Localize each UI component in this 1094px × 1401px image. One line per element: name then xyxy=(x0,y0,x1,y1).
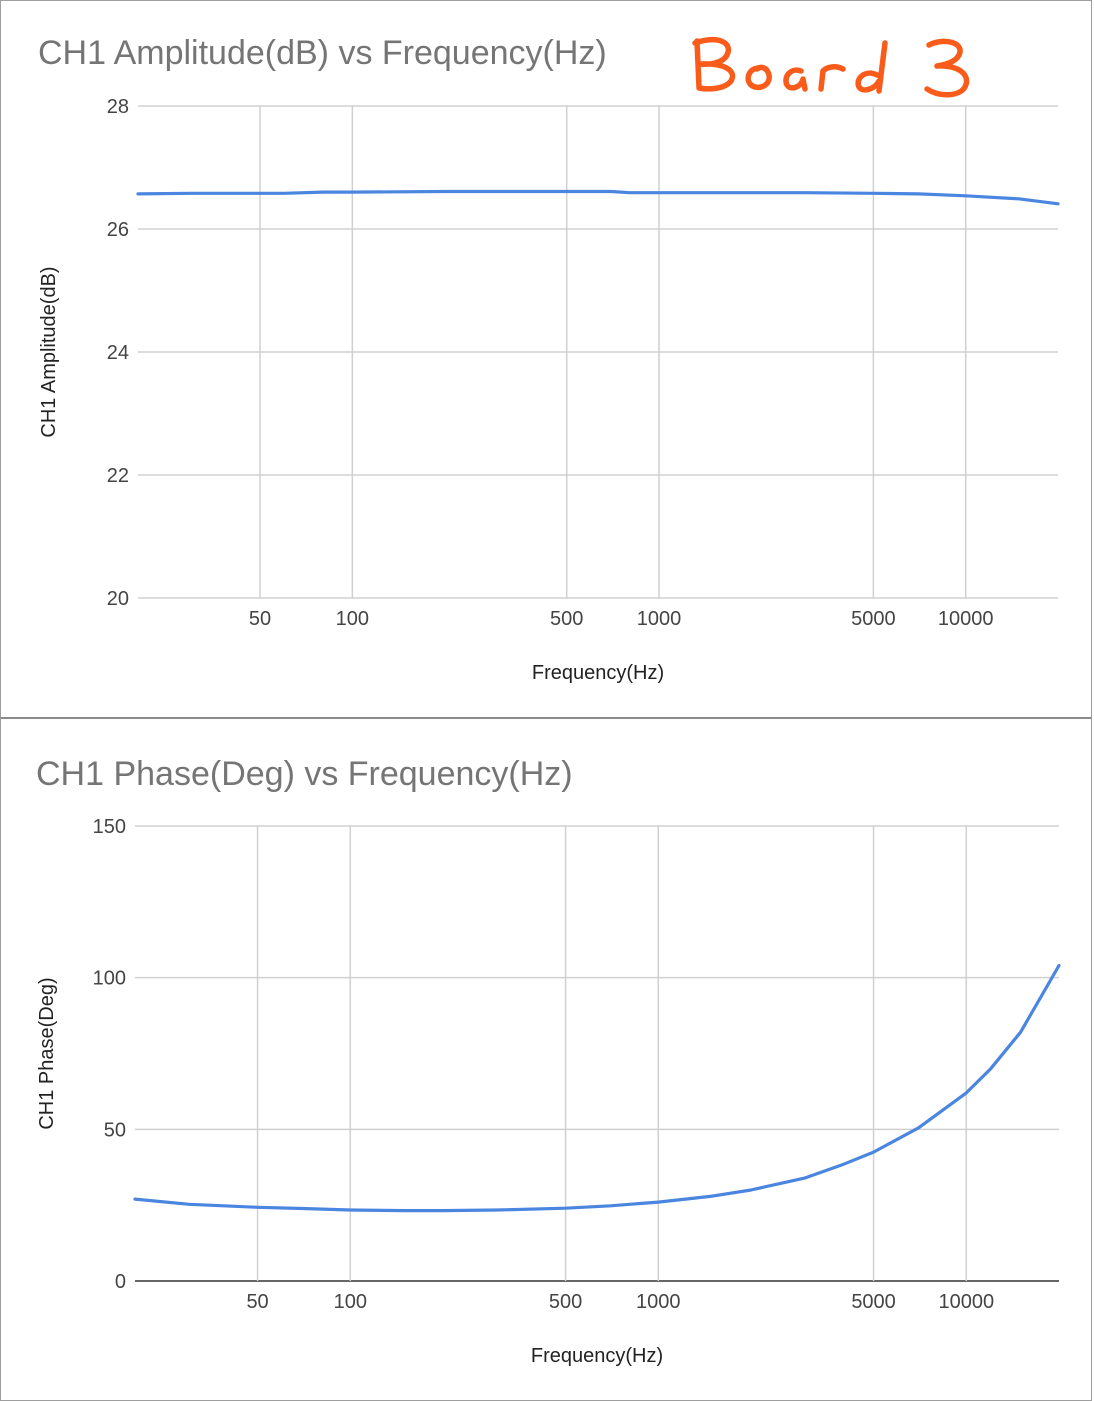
x-tick-label: 100 xyxy=(334,1291,367,1313)
y-tick-label: 100 xyxy=(93,968,126,990)
x-axis-label: Frequency(Hz) xyxy=(531,1345,663,1367)
x-tick-label: 5000 xyxy=(851,608,896,630)
x-tick-label: 1000 xyxy=(637,608,682,630)
chart-title: CH1 Phase(Deg) vs Frequency(Hz) xyxy=(36,755,573,793)
x-tick-label: 10000 xyxy=(938,608,994,630)
handwritten-annotation xyxy=(692,37,970,98)
y-tick-label: 20 xyxy=(107,588,129,610)
series-line xyxy=(136,189,1060,206)
y-tick-label: 0 xyxy=(115,1271,126,1293)
handwritten-stroke xyxy=(855,40,888,94)
y-tick-label: 26 xyxy=(107,219,129,241)
handwritten-stroke xyxy=(745,64,772,91)
phase-chart: CH1 Phase(Deg) vs Frequency(Hz) 0 50 100 150… xyxy=(36,755,1061,1367)
handwritten-stroke xyxy=(818,64,846,92)
handwritten-stroke xyxy=(783,67,808,92)
y-tick-label: 24 xyxy=(107,342,129,364)
y-tick-label: 22 xyxy=(107,465,129,487)
handwritten-stroke xyxy=(692,37,736,92)
amplitude-chart-panel: CH1 Amplitude(dB) vs Frequency(Hz) 20 22 24… xyxy=(0,0,1092,720)
series-line xyxy=(133,963,1061,1213)
y-tick-label: 28 xyxy=(107,96,129,118)
x-tick-label: 50 xyxy=(246,1291,268,1313)
y-axis-label: CH1 Amplitude(dB) xyxy=(38,266,60,437)
amplitude-chart: CH1 Amplitude(dB) vs Frequency(Hz) 20 22 24… xyxy=(38,34,1060,684)
x-tick-label: 10000 xyxy=(938,1291,994,1313)
y-axis-label: CH1 Phase(Deg) xyxy=(36,977,58,1129)
x-tick-label: 100 xyxy=(336,608,369,630)
x-tick-label: 500 xyxy=(549,1291,582,1313)
y-tick-label: 150 xyxy=(93,816,126,838)
x-tick-label: 50 xyxy=(249,608,271,630)
y-tick-label: 50 xyxy=(104,1119,126,1141)
x-axis-label: Frequency(Hz) xyxy=(532,662,664,684)
handwritten-stroke xyxy=(924,38,970,98)
x-tick-label: 5000 xyxy=(851,1291,896,1313)
x-tick-label: 500 xyxy=(550,608,583,630)
x-tick-label: 1000 xyxy=(636,1291,681,1313)
chart-title: CH1 Amplitude(dB) vs Frequency(Hz) xyxy=(38,34,607,72)
phase-chart-panel: CH1 Phase(Deg) vs Frequency(Hz) 0 50 100 150… xyxy=(0,719,1092,1401)
